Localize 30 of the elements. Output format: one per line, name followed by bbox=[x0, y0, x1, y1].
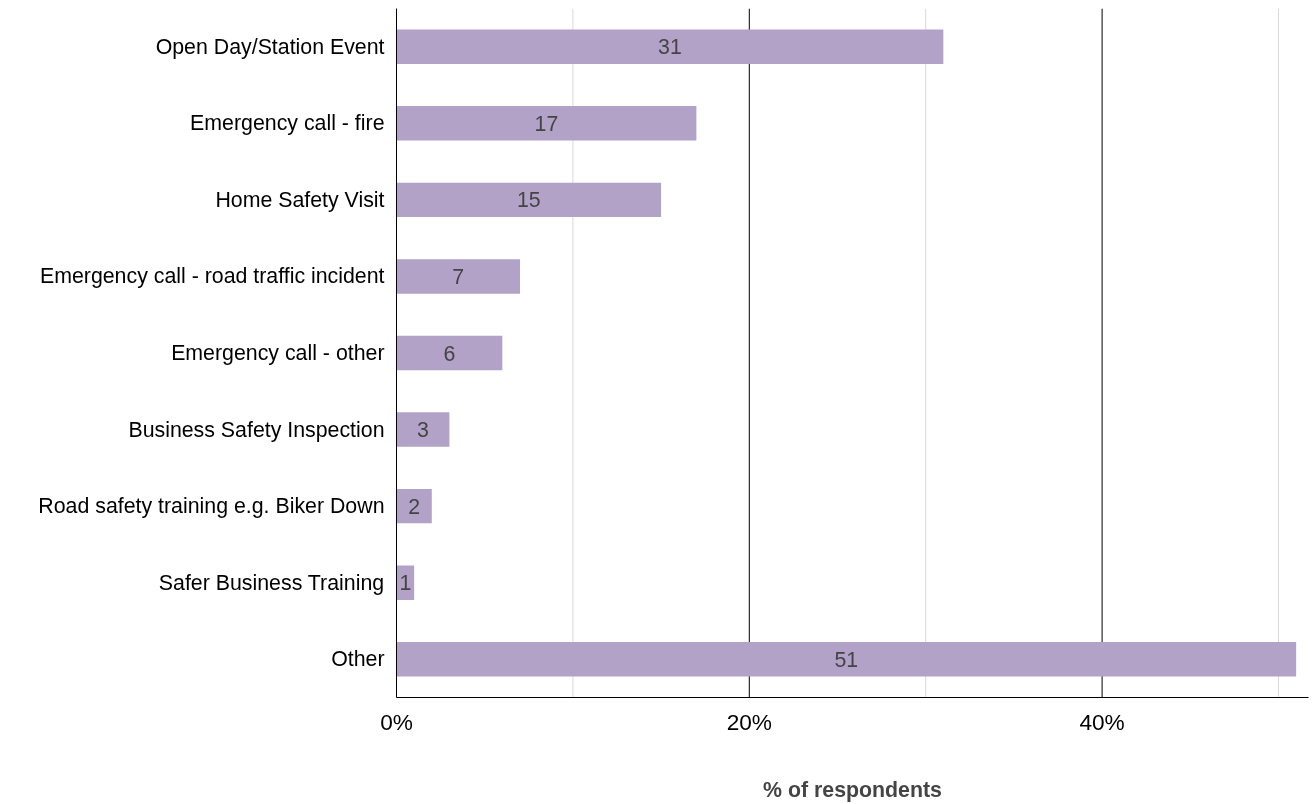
bar bbox=[396, 29, 944, 64]
data-label: 6 bbox=[443, 341, 456, 366]
x-tick-label: 40% bbox=[1079, 708, 1125, 735]
y-tick-label: Open Day/Station Event bbox=[155, 34, 385, 59]
bar bbox=[396, 412, 450, 447]
data-label: 7 bbox=[452, 264, 465, 289]
bar bbox=[396, 642, 1297, 677]
bar bbox=[396, 106, 697, 141]
data-label: 1 bbox=[399, 571, 412, 596]
bar bbox=[396, 335, 503, 371]
bar bbox=[396, 259, 520, 294]
y-tick-label: Other bbox=[331, 647, 385, 672]
y-tick-label: Emergency call - other bbox=[171, 341, 385, 365]
y-tick-label: Emergency call - fire bbox=[190, 111, 385, 136]
data-label: 3 bbox=[417, 418, 429, 443]
x-tick-label: 20% bbox=[726, 708, 772, 735]
y-tick-label: Business Safety Inspection bbox=[128, 417, 385, 442]
data-label: 51 bbox=[834, 647, 859, 672]
x-axis-title: % of respondents bbox=[763, 777, 942, 802]
y-tick-label: Emergency call - road traffic incident bbox=[39, 264, 385, 289]
bar bbox=[396, 182, 662, 218]
y-tick-label: Safer Business Training bbox=[158, 570, 385, 595]
data-label: 31 bbox=[658, 35, 682, 60]
y-tick-label: Home Safety Visit bbox=[215, 187, 385, 212]
data-label: 17 bbox=[534, 111, 559, 136]
data-label: 2 bbox=[408, 494, 421, 519]
data-label: 15 bbox=[516, 188, 541, 213]
bar bbox=[396, 488, 432, 524]
x-tick-label: 0% bbox=[380, 708, 413, 735]
y-tick-label: Road safety training e.g. Biker Down bbox=[38, 494, 385, 519]
